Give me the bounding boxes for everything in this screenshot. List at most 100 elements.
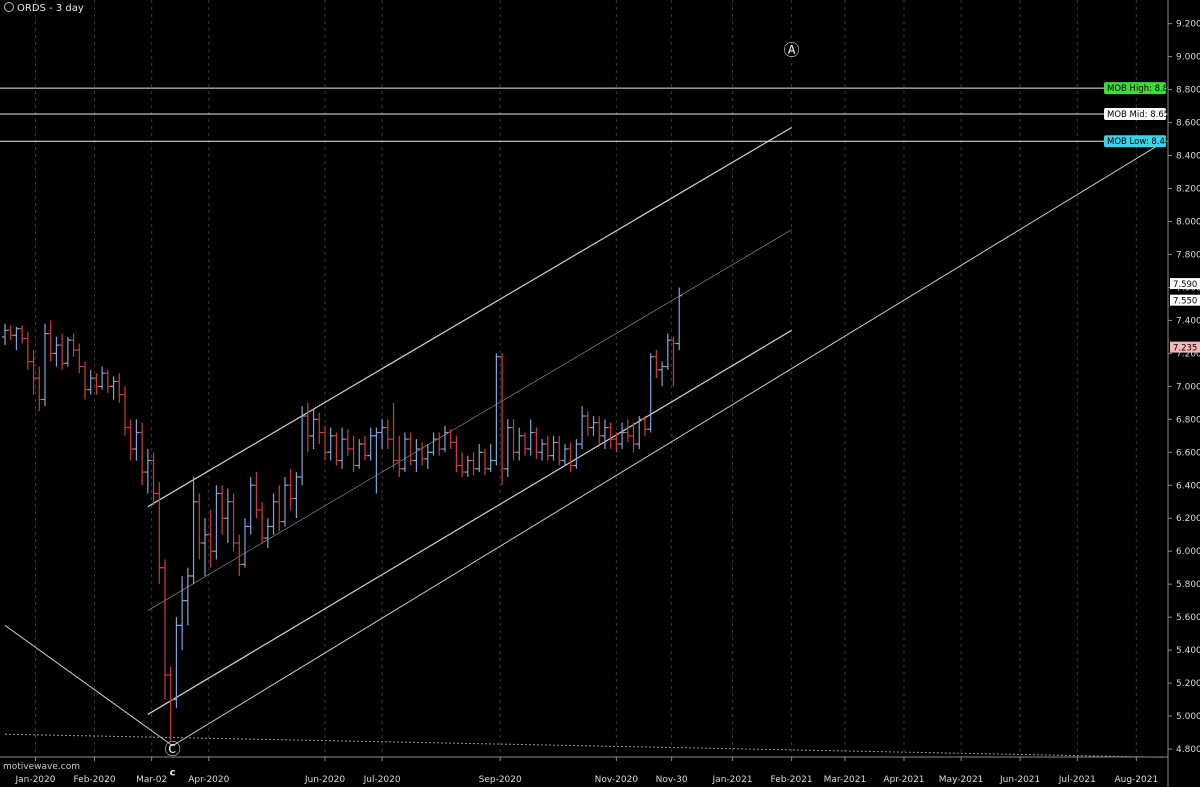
ohlc-bar — [647, 353, 654, 433]
y-tick-label: 8.400 — [1176, 152, 1200, 162]
ohlc-bar — [419, 442, 426, 466]
ohlc-bar — [596, 416, 603, 445]
ohlc-bar — [213, 485, 220, 560]
ohlc-bar — [179, 575, 186, 651]
ohlc-bar — [641, 416, 648, 436]
y-axis[interactable]: 4.800 5.000 5.200 5.400 5.600 5.800 6.000 6.200… — [1167, 0, 1200, 787]
ohlc-bar — [361, 435, 368, 461]
x-tick-label: Aug-2021 — [1114, 775, 1158, 785]
ohlc-bar — [670, 336, 677, 387]
x-tick-label: Feb-2021 — [771, 775, 813, 785]
price-label-box — [1170, 341, 1200, 353]
ohlc-bar — [601, 419, 608, 449]
ohlc-bar — [579, 406, 586, 449]
y-tick-label: 6.400 — [1176, 481, 1200, 491]
y-tick-label: 6.200 — [1176, 514, 1200, 524]
ohlc-bar — [2, 323, 8, 346]
ohlc-bar — [481, 449, 488, 476]
x-axis[interactable]: Jan-2020 Feb-2020 Mar-02 Apr-2020 Jun-2020 Ju… — [0, 756, 1168, 785]
ohlc-bar — [384, 419, 391, 449]
ohlc-bar — [676, 287, 683, 351]
ohlc-bar — [573, 439, 580, 469]
ohlc-bar — [116, 373, 123, 403]
ohlc-bar — [121, 386, 128, 436]
ohlc-bar — [293, 472, 300, 519]
ohlc-bar — [327, 427, 334, 461]
y-tick-label: 5.200 — [1176, 679, 1200, 689]
ohlc-bar — [310, 409, 317, 449]
ohlc-bar — [13, 327, 20, 351]
ohlc-bar — [99, 366, 106, 390]
ohlc-bar — [41, 323, 48, 407]
ohlc-bar — [144, 449, 151, 494]
x-tick-label: Apr-2021 — [883, 775, 924, 785]
ohlc-bar — [441, 425, 448, 453]
x-tick-label: Jul-2021 — [1058, 775, 1096, 785]
y-tick-label: 5.600 — [1176, 613, 1200, 623]
y-tick-label: 7.800 — [1176, 250, 1200, 260]
ohlc-bar — [470, 452, 477, 476]
y-tick-label: 7.000 — [1176, 382, 1200, 392]
ohlc-bar — [533, 427, 540, 459]
ohlc-bar — [104, 369, 111, 393]
ohlc-bar — [556, 435, 563, 466]
ohlc-bar — [539, 439, 546, 461]
chart-title[interactable]: ORDS - 3 day — [4, 2, 84, 14]
ohlc-bar — [619, 422, 626, 449]
ohlc-bar — [316, 412, 323, 445]
y-tick-label: 6.600 — [1176, 448, 1200, 458]
mob-label-box — [1104, 107, 1166, 120]
ohlc-bar — [333, 432, 340, 466]
ohlc-bar — [413, 439, 420, 473]
ohlc-bar — [636, 416, 643, 449]
x-tick-label: Nov-2020 — [595, 775, 639, 785]
ohlc-bar — [7, 325, 14, 341]
price-bars — [2, 287, 683, 741]
ohlc-bar — [624, 419, 631, 443]
ohlc-bar — [70, 333, 77, 357]
ohlc-bar — [356, 439, 363, 469]
ohlc-bar — [504, 419, 511, 478]
ohlc-bar — [510, 419, 517, 461]
ohlc-bar — [133, 419, 140, 461]
ohlc-bar — [24, 331, 31, 370]
ohlc-bar — [93, 373, 100, 395]
wave-label: Ⓒ — [165, 740, 181, 759]
chart-title-text: ORDS - 3 day — [17, 3, 84, 14]
channel-lower-line — [147, 329, 792, 715]
y-tick-label: 7.400 — [1176, 316, 1200, 326]
ohlc-bar — [76, 343, 83, 374]
ohlc-bar — [550, 435, 557, 461]
elliott-wave-labels: Ⓒc Ⓐ — [165, 41, 800, 779]
ohlc-bar — [436, 432, 443, 456]
ohlc-bar — [453, 435, 460, 473]
ohlc-bar — [173, 617, 180, 708]
y-tick-label: 8.000 — [1176, 217, 1200, 227]
y-tick-label: 5.400 — [1176, 646, 1200, 656]
channel-median-line — [147, 229, 792, 611]
ohlc-bar — [167, 666, 174, 741]
ohlc-bar — [36, 366, 43, 412]
y-tick-label: 5.800 — [1176, 580, 1200, 590]
circle-icon — [4, 2, 14, 12]
ohlc-bar — [259, 501, 266, 543]
trend-line-long — [172, 141, 1164, 747]
ohlc-bar — [53, 336, 60, 367]
ohlc-bar — [321, 425, 328, 461]
wave-label: c — [170, 768, 176, 779]
ohlc-bar — [19, 325, 26, 344]
regression-channel — [147, 126, 792, 715]
ohlc-bar — [584, 411, 591, 436]
ohlc-bar — [567, 442, 574, 473]
baseline-dashed — [4, 733, 1164, 758]
ohlc-bar — [139, 422, 146, 486]
ohlc-bar — [407, 432, 414, 466]
ohlc-bar — [59, 333, 66, 370]
ohlc-bar — [270, 493, 277, 535]
ohlc-bar — [590, 416, 597, 436]
ohlc-bar — [430, 432, 437, 456]
y-tick-label: 8.800 — [1176, 86, 1200, 96]
ohlc-bar — [659, 361, 666, 387]
x-tick-label: Jan-2021 — [712, 775, 753, 785]
